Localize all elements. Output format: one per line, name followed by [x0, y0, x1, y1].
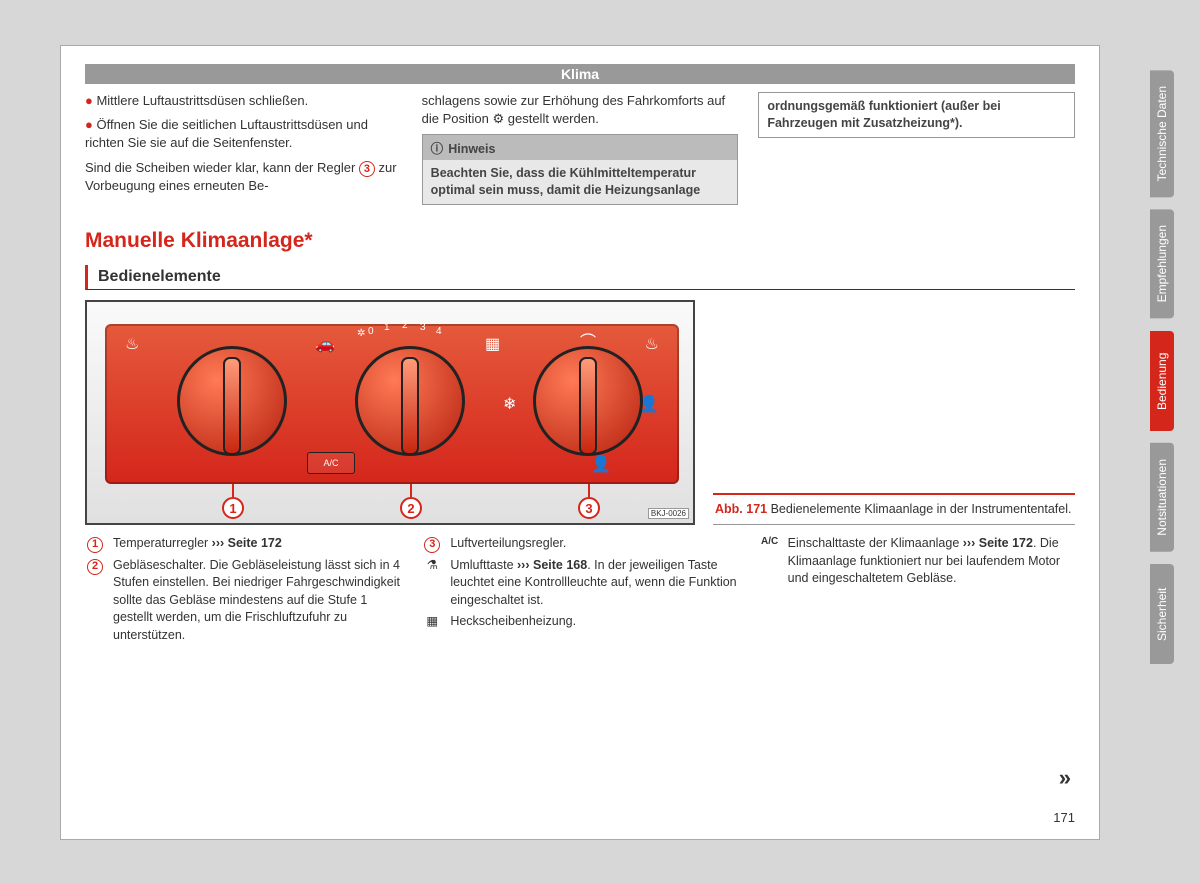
fan-speed-4: 4 [436, 326, 442, 337]
figure-row: ♨ 🚗 ✲ 0 1 2 3 4 ▦ ⌒ ♨ 👤 👤 ❄ A/C [85, 300, 1075, 525]
recirculate-icon: ⚗ [422, 557, 442, 610]
fan-speed-1: 1 [384, 322, 390, 333]
legend-num-3: 3 [424, 537, 440, 553]
bullet-text: Öffnen Sie die seitlichen Luftaustrittsd… [85, 117, 368, 150]
page-ref[interactable]: ››› Seite 168 [517, 558, 587, 572]
intro-col-2: schlagens sowie zur Erhöhung des Fahrkom… [422, 92, 739, 205]
ac-label: A/C [760, 535, 780, 588]
note-continuation: ordnungsgemäß funktioniert (außer bei Fa… [758, 92, 1075, 138]
subsection-title: Bedienelemente [85, 265, 1075, 290]
intro-col-3: ordnungsgemäß funktioniert (außer bei Fa… [758, 92, 1075, 205]
caption-text: Bedienelemente Klimaanlage in der Instru… [767, 502, 1071, 516]
fan-speed-2: 2 [402, 320, 408, 331]
seat-heat-icon: ♨ [645, 334, 659, 354]
legend-item-recirculate: ⚗ Umlufttaste ››› Seite 168. In der jewe… [422, 557, 737, 610]
para-text: Sind die Scheiben wieder klar, kann der … [85, 160, 359, 175]
legend-item-3: 3 Luftverteilungsregler. [422, 535, 737, 553]
legend-num-2: 2 [87, 559, 103, 575]
legend-item-rear-defrost: ▦ Heckscheibenheizung. [422, 613, 737, 631]
recirculate-icon: 🚗 [315, 334, 335, 354]
bullet-icon: ● [85, 117, 96, 132]
callout-1: 1 [222, 497, 244, 519]
callout-3: 3 [578, 497, 600, 519]
para-text: schlagens sowie zur Erhöhung des Fahrkom… [422, 92, 739, 128]
callout-line [232, 484, 234, 497]
climate-panel: ♨ 🚗 ✲ 0 1 2 3 4 ▦ ⌒ ♨ 👤 👤 ❄ A/C [105, 324, 679, 484]
page-number: 171 [1053, 810, 1075, 825]
air-distribution-knob [533, 346, 643, 456]
intro-columns: ● Mittlere Luftaustrittsdüsen schließen.… [85, 92, 1075, 205]
legend-col-2: 3 Luftverteilungsregler. ⚗ Umlufttaste ›… [422, 535, 737, 648]
legend-text: Umlufttaste [450, 558, 517, 572]
climate-control-figure: ♨ 🚗 ✲ 0 1 2 3 4 ▦ ⌒ ♨ 👤 👤 ❄ A/C [85, 300, 695, 525]
tab-emergencies[interactable]: Notsituationen [1150, 443, 1174, 552]
seat-heat-icon: ♨ [125, 334, 139, 354]
legend-col-1: 1 Temperaturregler ››› Seite 172 2 Geblä… [85, 535, 400, 648]
ac-button: A/C [307, 452, 355, 474]
fan-icon: ✲ [357, 328, 365, 339]
caption-abb: Abb. 171 [715, 502, 767, 516]
legend-item-1: 1 Temperaturregler ››› Seite 172 [85, 535, 400, 553]
page-ref[interactable]: ››› Seite 172 [963, 536, 1033, 550]
legend: 1 Temperaturregler ››› Seite 172 2 Geblä… [85, 535, 1075, 648]
legend-text: Heckscheibenheizung. [450, 613, 576, 631]
legend-text: Temperaturregler [113, 536, 212, 550]
rear-defrost-icon: ▦ [485, 334, 500, 354]
figure-caption: Abb. 171 Bedienelemente Klimaanlage in d… [713, 493, 1075, 526]
page-ref[interactable]: ››› Seite 172 [212, 536, 282, 550]
tab-recommendations[interactable]: Empfehlungen [1150, 209, 1174, 318]
bullet-text: Mittlere Luftaustrittsdüsen schließen. [96, 93, 308, 108]
mix-vent-icon: ❄ [503, 394, 516, 414]
note-body: Beachten Sie, dass die Kühlmitteltempera… [423, 160, 738, 204]
tab-technical-data[interactable]: Technische Daten [1150, 70, 1174, 197]
section-title: Manuelle Klimaanlage* [85, 229, 1075, 253]
intro-col-1: ● Mittlere Luftaustrittsdüsen schließen.… [85, 92, 402, 205]
image-id: BKJ-0026 [648, 508, 689, 519]
rear-defrost-icon: ▦ [422, 613, 442, 631]
tab-operation[interactable]: Bedienung [1150, 331, 1174, 431]
legend-text: Einschalttaste der Klimaanlage [788, 536, 963, 550]
tab-safety[interactable]: Sicherheit [1150, 564, 1174, 664]
fan-speed-3: 3 [420, 322, 426, 333]
note-box: Hinweis Beachten Sie, dass die Kühlmitte… [422, 134, 739, 205]
chapter-header: Klima [85, 64, 1075, 84]
continuation-icon: » [1059, 765, 1071, 791]
floor-vent-icon: 👤 [591, 454, 611, 474]
callout-2: 2 [400, 497, 422, 519]
section-tabs: Technische Daten Empfehlungen Bedienung … [1150, 70, 1174, 664]
fan-speed-knob [355, 346, 465, 456]
callout-line [588, 484, 590, 497]
callout-line [410, 484, 412, 497]
legend-text: Gebläseschalter. Die Gebläseleistung läs… [113, 557, 400, 645]
legend-item-ac: A/C Einschalttaste der Klimaanlage ››› S… [760, 535, 1075, 588]
legend-text: Luftverteilungsregler. [450, 535, 566, 553]
temperature-knob [177, 346, 287, 456]
note-heading: Hinweis [423, 135, 738, 160]
ref-number-3: 3 [359, 161, 375, 177]
legend-num-1: 1 [87, 537, 103, 553]
legend-col-3: A/C Einschalttaste der Klimaanlage ››› S… [760, 535, 1075, 648]
legend-item-2: 2 Gebläseschalter. Die Gebläseleistung l… [85, 557, 400, 645]
fan-speed-0: 0 [368, 326, 374, 337]
manual-page: Klima ● Mittlere Luftaustrittsdüsen schl… [60, 45, 1100, 840]
bullet-icon: ● [85, 93, 96, 108]
